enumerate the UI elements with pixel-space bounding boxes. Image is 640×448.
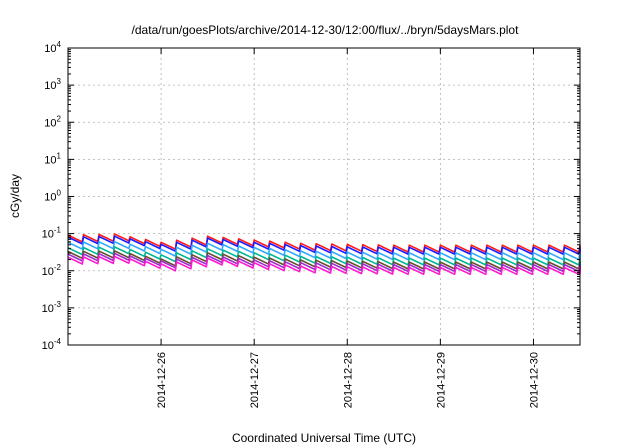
- series-line: [67, 255, 581, 276]
- x-tick-label: 2014-12-26: [156, 352, 168, 408]
- chart-title: /data/run/goesPlots/archive/2014-12-30/1…: [132, 23, 520, 37]
- y-tick-label: 104: [44, 40, 61, 55]
- series-layer: [67, 233, 581, 276]
- x-tick-label: 2014-12-27: [249, 352, 261, 408]
- y-tick-label: 10-3: [42, 300, 62, 315]
- series-line: [67, 235, 581, 255]
- y-tick-label: 10-4: [42, 337, 62, 352]
- y-tick-label: 10-2: [42, 263, 62, 278]
- y-tick-label: 100: [44, 189, 61, 204]
- y-tick-label: 101: [44, 151, 61, 166]
- ticks-layer: [68, 47, 580, 346]
- series-line: [67, 240, 581, 261]
- y-tick-label: 102: [44, 114, 61, 129]
- series-line: [67, 246, 581, 266]
- grid-layer: [68, 48, 580, 345]
- y-axis-label: cGy/day: [8, 174, 22, 218]
- x-tick-label: 2014-12-28: [342, 352, 354, 408]
- y-tick-label: 10-1: [42, 226, 62, 241]
- y-tick-labels: 10-4 10-3 10-2 10-1 100 101 102 103 104: [42, 40, 62, 352]
- y-tick-label: 103: [44, 77, 61, 92]
- x-tick-label: 2014-12-30: [528, 352, 540, 408]
- x-tick-labels: 2014-12-26 2014-12-27 2014-12-28 2014-12-29…: [156, 352, 540, 408]
- x-tick-label: 2014-12-29: [435, 352, 447, 408]
- x-axis-label: Coordinated Universal Time (UTC): [232, 431, 416, 445]
